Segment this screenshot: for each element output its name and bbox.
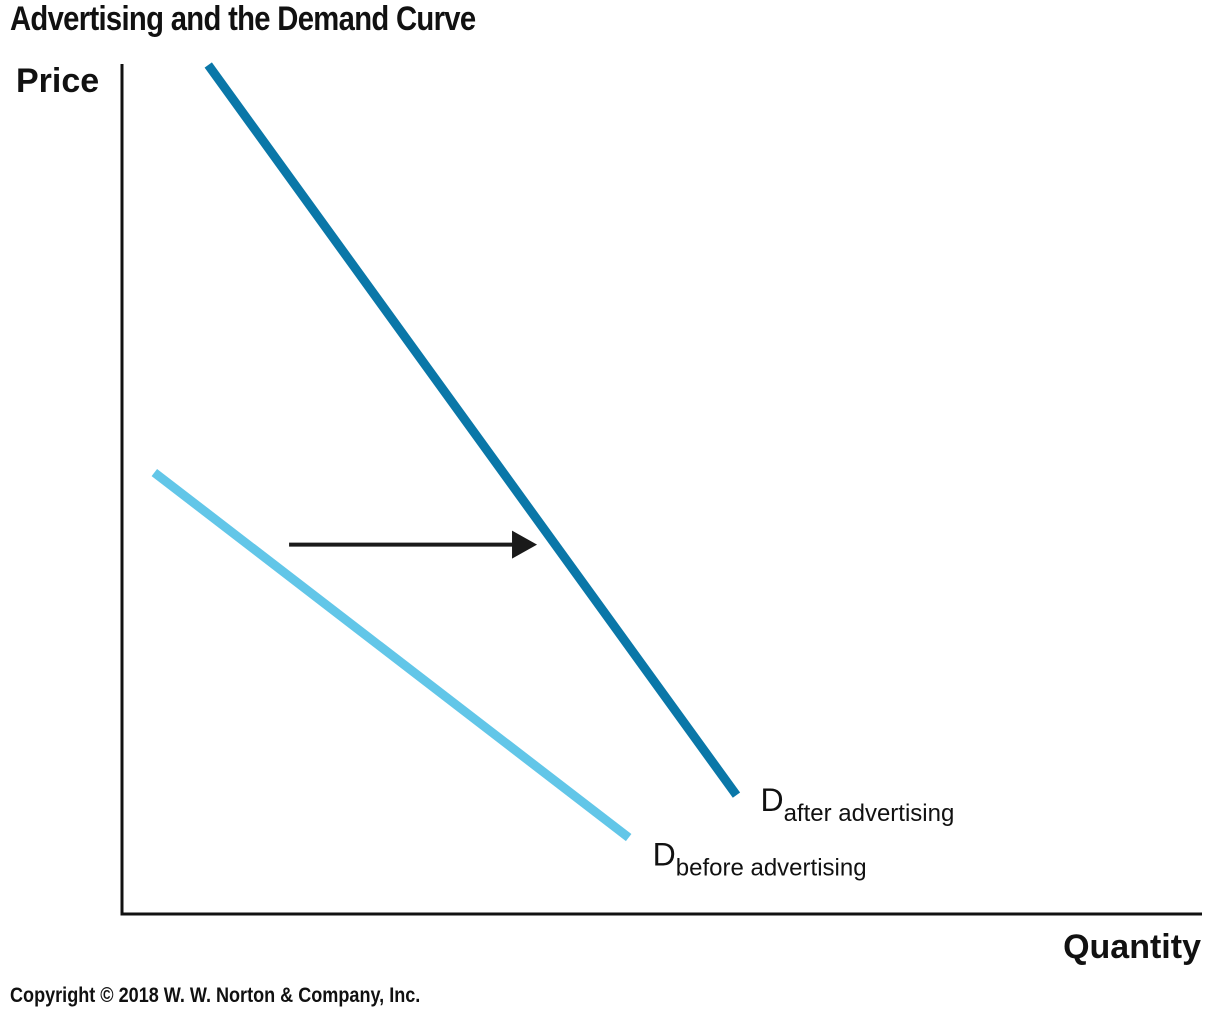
- x-axis-label: Quantity: [1063, 928, 1201, 966]
- curve-label-main: D: [760, 782, 783, 818]
- curve-label-subscript: after advertising: [784, 800, 955, 827]
- curve-label-subscript: before advertising: [676, 855, 867, 882]
- curve-label-main: D: [653, 837, 676, 873]
- shift-arrow-head: [512, 530, 538, 559]
- copyright-notice: Copyright © 2018 W. W. Norton & Company,…: [10, 984, 421, 1007]
- chart-title: Advertising and the Demand Curve: [10, 0, 476, 38]
- curve-label-after: Dafter advertising: [760, 782, 954, 827]
- y-axis-label: Price: [16, 62, 99, 100]
- curve-label-before: Dbefore advertising: [653, 837, 867, 882]
- demand-curve-before: [151, 468, 632, 842]
- demand-curve-after: [204, 62, 741, 798]
